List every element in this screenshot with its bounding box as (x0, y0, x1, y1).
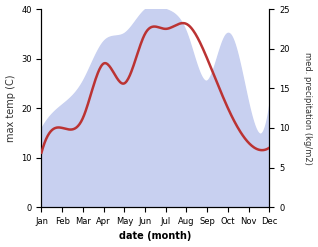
X-axis label: date (month): date (month) (119, 231, 191, 242)
Y-axis label: med. precipitation (kg/m2): med. precipitation (kg/m2) (303, 52, 313, 165)
Y-axis label: max temp (C): max temp (C) (5, 74, 16, 142)
